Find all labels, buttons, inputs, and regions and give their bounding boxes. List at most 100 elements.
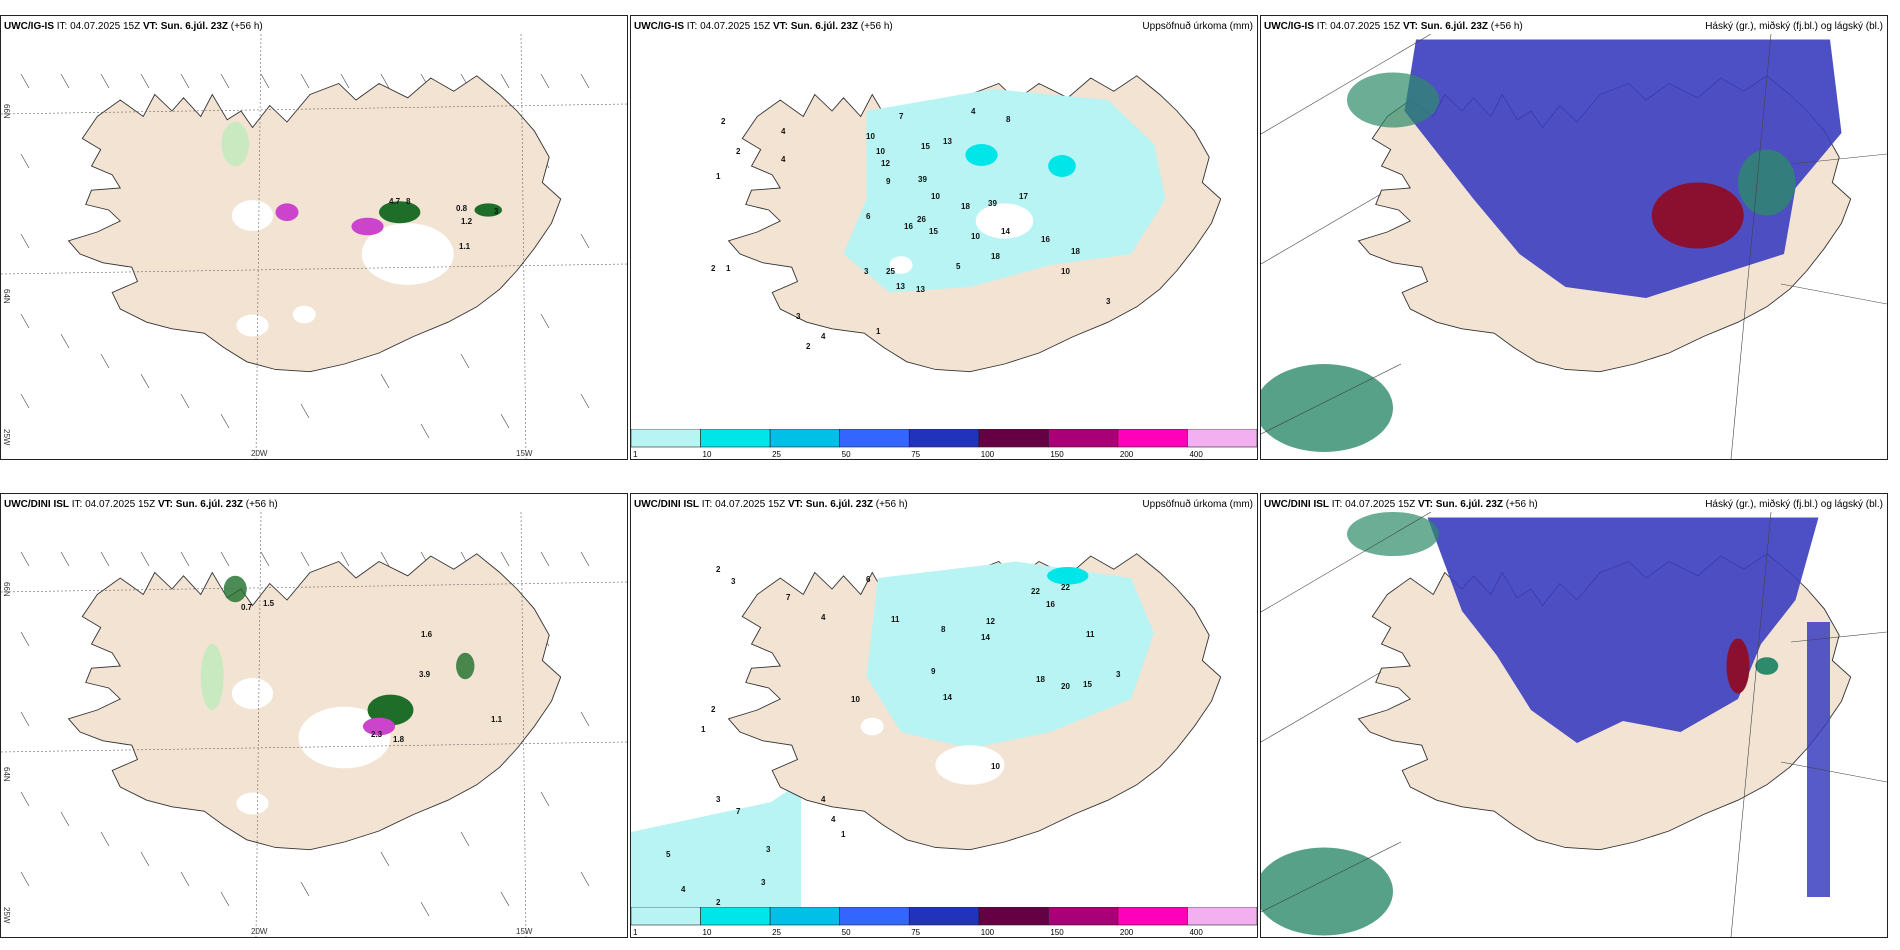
panel-header: UWC/DINI ISL IT: 04.07.2025 15Z VT: Sun.… <box>1264 499 1538 510</box>
colorbar-swatch <box>839 429 910 448</box>
svg-text:3: 3 <box>716 795 721 804</box>
glacier <box>935 745 1005 785</box>
svg-text:4: 4 <box>821 332 826 341</box>
svg-text:8: 8 <box>941 625 946 634</box>
iceland-land <box>67 553 562 851</box>
svg-text:15: 15 <box>929 227 938 236</box>
wind-map: 4.7 8 0.8 3 1.1 1.2 66N 64N 25W 20W 15W <box>1 34 627 459</box>
glacier <box>860 717 884 736</box>
colorbar-swatch <box>1117 429 1188 448</box>
precip-value-labels: 2 4 2 4 1 10 7 10 12 9 15 13 4 8 39 10 1… <box>711 107 1111 351</box>
value-label: 8 <box>406 197 411 206</box>
colorbar-swatch <box>769 907 840 926</box>
precip-magenta <box>275 203 299 221</box>
precip-area <box>866 561 1154 749</box>
panel-precip-top: UWC/IG-IS IT: 04.07.2025 15Z VT: Sun. 6.… <box>630 15 1258 460</box>
svg-text:39: 39 <box>988 199 997 208</box>
panel-clouds-bottom: UWC/DINI ISL IT: 04.07.2025 15Z VT: Sun.… <box>1260 493 1888 938</box>
svg-text:10: 10 <box>876 147 885 156</box>
svg-text:22: 22 <box>1031 587 1040 596</box>
svg-text:15: 15 <box>1083 680 1092 689</box>
lon-label: 20W <box>251 927 268 936</box>
colorbar-swatch <box>631 907 701 926</box>
colorbar-swatch <box>631 429 701 448</box>
svg-text:12: 12 <box>986 617 995 626</box>
glacier <box>975 203 1034 239</box>
svg-text:10: 10 <box>931 192 940 201</box>
wind-map: 0.7 1.5 1.6 3.9 1.1 2.3 1.8 66N 64N 25W … <box>1 512 627 937</box>
lon-label: 20W <box>251 449 268 458</box>
colorbar-swatch <box>700 907 771 926</box>
cloud-map <box>1261 34 1887 459</box>
value-label: 0.8 <box>456 204 468 213</box>
panel-precip-bottom: UWC/DINI ISL IT: 04.07.2025 15Z VT: Sun.… <box>630 493 1258 938</box>
svg-text:12: 12 <box>881 159 890 168</box>
colorbar-tick: 75 <box>911 450 920 459</box>
lon-label: 15W <box>516 449 533 458</box>
value-label: 4.7 <box>389 197 401 206</box>
panel-wind-top: UWC/IG-IS IT: 04.07.2025 15Z VT: Sun. 6.… <box>0 15 628 460</box>
panel-header: UWC/DINI ISL IT: 04.07.2025 15Z VT: Sun.… <box>4 499 278 510</box>
lat-label: 25W <box>2 429 11 446</box>
mid-cloud <box>1427 517 1819 743</box>
svg-text:18: 18 <box>1071 247 1080 256</box>
svg-text:3: 3 <box>864 267 869 276</box>
high-cloud <box>1738 149 1796 216</box>
colorbar-swatch <box>700 429 771 448</box>
high-cloud <box>1261 364 1393 452</box>
svg-text:13: 13 <box>896 282 905 291</box>
colorbar-swatch <box>978 429 1049 448</box>
svg-text:13: 13 <box>943 137 952 146</box>
precip-green <box>379 201 421 224</box>
svg-text:11: 11 <box>1086 630 1095 639</box>
svg-text:4: 4 <box>681 885 686 894</box>
precip-colorbar: 1 10 25 50 75 100 150 200 400 <box>631 429 1257 459</box>
svg-text:2: 2 <box>711 705 716 714</box>
svg-text:10: 10 <box>851 695 860 704</box>
svg-text:18: 18 <box>991 252 1000 261</box>
value-label: 1.1 <box>491 715 503 724</box>
svg-text:4: 4 <box>781 155 786 164</box>
svg-text:2: 2 <box>711 264 716 273</box>
svg-text:16: 16 <box>904 222 913 231</box>
value-label: 3.9 <box>419 670 431 679</box>
precip-heavy <box>965 144 998 166</box>
svg-text:4: 4 <box>821 795 826 804</box>
colorbar-tick: 50 <box>842 928 851 937</box>
svg-text:15: 15 <box>921 142 930 151</box>
value-label: 3 <box>494 207 499 216</box>
svg-text:1: 1 <box>716 172 721 181</box>
svg-text:18: 18 <box>961 202 970 211</box>
precip-value-labels: 2 3 7 4 6 11 8 22 22 16 12 14 18 20 15 1… <box>666 565 1121 907</box>
panel-header: UWC/DINI ISL IT: 04.07.2025 15Z VT: Sun.… <box>634 499 908 510</box>
low-cloud <box>1726 638 1750 694</box>
colorbar-tick: 75 <box>911 928 920 937</box>
svg-text:1: 1 <box>876 327 881 336</box>
glacier <box>231 200 274 231</box>
svg-text:3: 3 <box>796 312 801 321</box>
precip-map: 2 3 7 4 6 11 8 22 22 16 12 14 18 20 15 1… <box>631 553 1222 912</box>
svg-text:4: 4 <box>781 127 786 136</box>
glacier <box>236 314 269 337</box>
svg-text:18: 18 <box>1036 675 1045 684</box>
svg-text:6: 6 <box>866 212 871 221</box>
lon-label: 15W <box>516 927 533 936</box>
svg-text:1: 1 <box>841 830 846 839</box>
svg-text:8: 8 <box>1006 115 1011 124</box>
panel-title: Uppsöfnuð úrkoma (mm) <box>1142 21 1253 32</box>
panel-header: UWC/IG-IS IT: 04.07.2025 15Z VT: Sun. 6.… <box>634 21 893 32</box>
high-cloud <box>1261 847 1393 936</box>
svg-text:9: 9 <box>886 177 891 186</box>
colorbar-swatch <box>1117 907 1188 926</box>
svg-text:3: 3 <box>731 577 736 586</box>
colorbar-tick: 150 <box>1050 928 1064 937</box>
precip-colorbar: 1 10 25 50 75 100 150 200 400 <box>631 907 1257 937</box>
low-cloud <box>1651 182 1744 249</box>
svg-text:10: 10 <box>971 232 980 241</box>
colorbar-tick: 1 <box>633 928 638 937</box>
value-label: 2.3 <box>371 730 383 739</box>
svg-text:10: 10 <box>866 132 875 141</box>
svg-text:16: 16 <box>1041 235 1050 244</box>
svg-text:3: 3 <box>766 845 771 854</box>
panel-title: Háský (gr.), miðský (fj.bl.) og lágský (… <box>1705 21 1883 32</box>
